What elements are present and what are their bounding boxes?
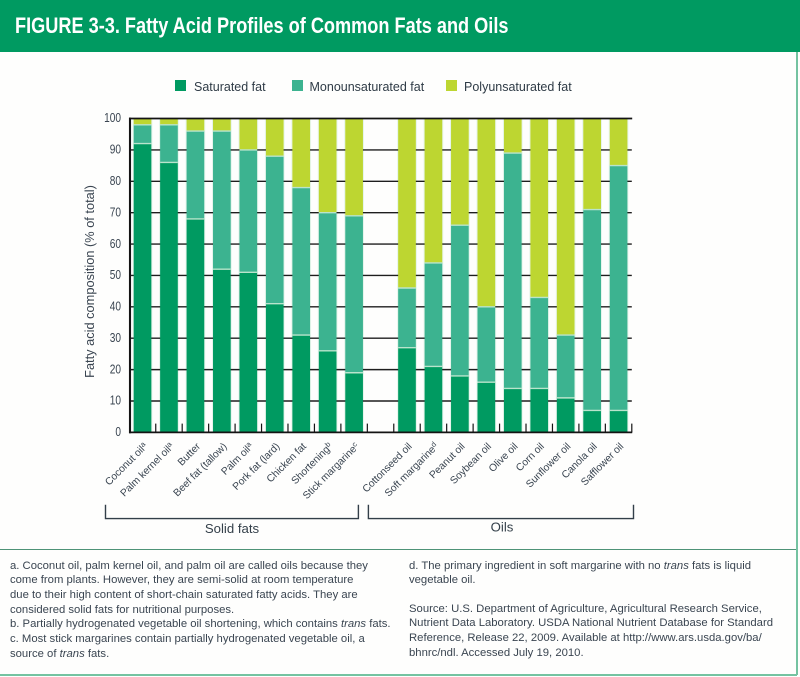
- svg-text:Olive oil: Olive oil: [487, 441, 520, 474]
- svg-text:70: 70: [110, 205, 122, 219]
- svg-text:50: 50: [110, 268, 122, 282]
- svg-text:40: 40: [110, 299, 122, 313]
- svg-text:80: 80: [110, 174, 122, 188]
- svg-text:0: 0: [115, 425, 121, 439]
- svg-text:100: 100: [104, 111, 121, 125]
- svg-text:Oils: Oils: [491, 520, 514, 535]
- svg-text:30: 30: [110, 331, 122, 345]
- svg-text:60: 60: [110, 237, 122, 251]
- svg-text:90: 90: [110, 142, 122, 156]
- svg-text:20: 20: [110, 362, 122, 376]
- svg-text:Solid fats: Solid fats: [205, 521, 260, 536]
- svg-text:10: 10: [110, 394, 122, 408]
- svg-text:Fatty acid composition (% of t: Fatty acid composition (% of total): [82, 185, 97, 378]
